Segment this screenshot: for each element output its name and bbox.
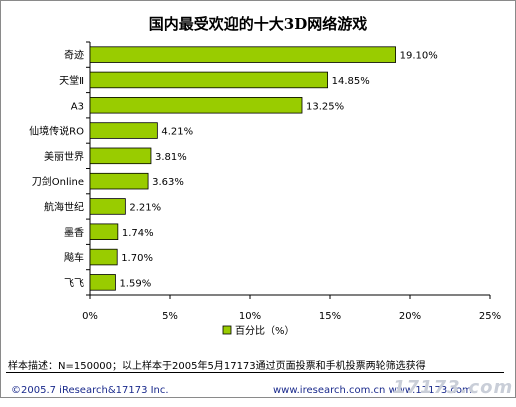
data-label: 4.21% [161, 127, 193, 138]
bar [89, 147, 152, 165]
bar [89, 97, 303, 114]
legend-swatch [222, 325, 232, 335]
legend-label: 百分比（%） [235, 325, 295, 337]
x-tick-label: 15% [319, 311, 341, 322]
chart-title: 国内最受欢迎的十大3D网络游戏 [149, 15, 367, 33]
category-label: A3 [71, 101, 84, 112]
x-tick-label: 10% [239, 311, 261, 322]
x-tick-label: 25% [479, 311, 501, 322]
x-tick-label: 0% [82, 311, 98, 322]
data-label: 13.25% [306, 101, 344, 112]
category-label: 美丽世界 [44, 150, 84, 163]
copyright-text: ©2005.7 iResearch&17173 Inc. [11, 385, 169, 396]
bar [89, 172, 149, 190]
data-label: 2.21% [129, 202, 161, 213]
category-label: 天堂Ⅱ [59, 75, 84, 87]
category-label: 飚车 [64, 251, 84, 264]
category-label: 刀剑Online [32, 175, 84, 188]
footer-divider [6, 372, 504, 373]
chart-frame [0, 0, 516, 398]
legend: 百分比（%） [222, 325, 295, 337]
category-label: 墨香 [64, 227, 84, 239]
category-label: 航海世纪 [44, 200, 84, 213]
category-label: 飞飞 [64, 278, 84, 289]
category-label: 仙境传说RO [29, 125, 84, 138]
watermark-logo: 17173.com [393, 377, 514, 398]
bar [89, 223, 119, 240]
x-tick-label: 20% [399, 311, 421, 322]
bar [89, 274, 116, 291]
plot-area: 0% 5% 10% 15% 20% 25% 奇迹 19.10% 天堂Ⅱ 14.85% A3 13.25… [29, 41, 501, 322]
bar [89, 122, 158, 139]
x-tick-label: 5% [162, 311, 178, 322]
website-urls: www.iresearch.com.cn www.17173.com [273, 385, 472, 396]
data-label: 1.70% [121, 253, 153, 264]
bar [89, 46, 397, 63]
bar [89, 248, 118, 266]
data-label: 19.10% [400, 51, 438, 62]
data-label: 1.59% [119, 278, 151, 289]
bar [89, 71, 329, 89]
sample-note: 样本描述：N=150000；以上样本于2005年5月17173通过页面投票和手机… [8, 361, 426, 372]
data-label: 14.85% [332, 76, 370, 87]
data-label: 1.74% [122, 228, 154, 239]
data-label: 3.81% [155, 152, 187, 163]
category-label: 奇迹 [64, 49, 84, 62]
bar [89, 198, 126, 215]
data-label: 3.63% [152, 177, 184, 188]
